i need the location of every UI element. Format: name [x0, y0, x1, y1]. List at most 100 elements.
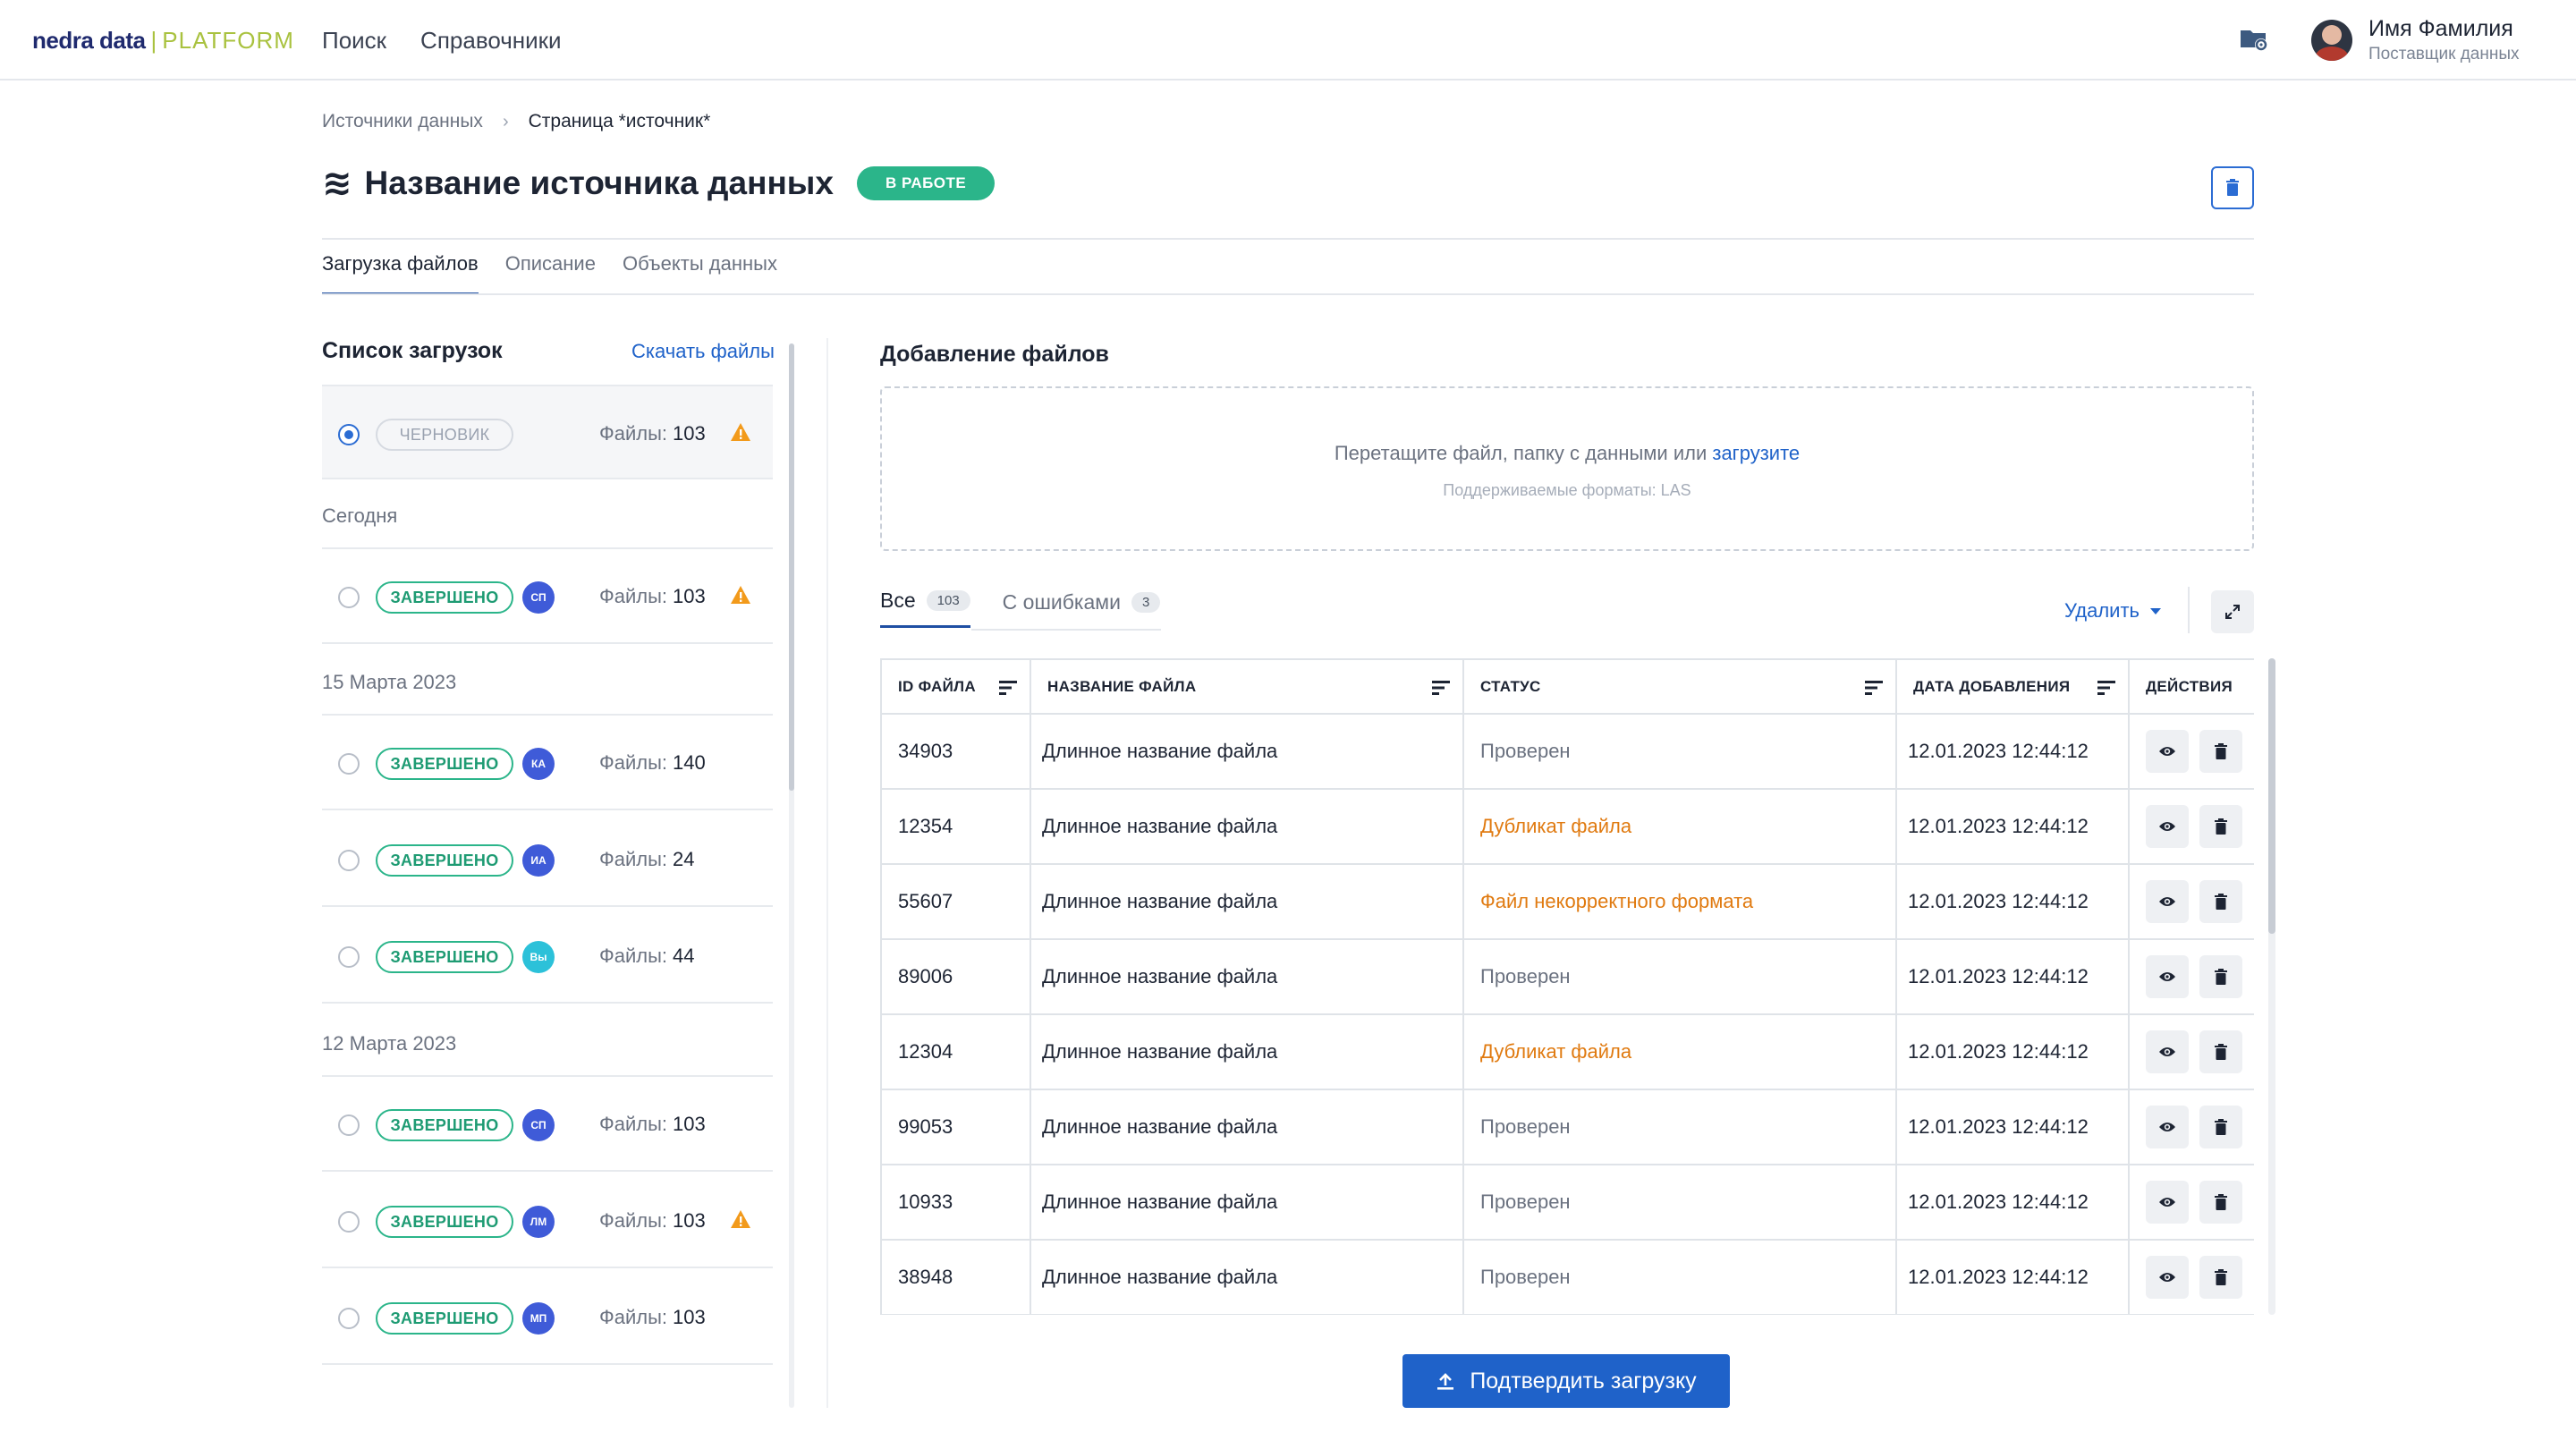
upload-radio[interactable]	[338, 946, 360, 968]
eye-icon	[2159, 897, 2175, 906]
filter-tab-errors[interactable]: С ошибками 3	[1003, 589, 1161, 628]
nav-search[interactable]: Поиск	[322, 27, 387, 54]
upload-radio[interactable]	[338, 1114, 360, 1136]
filter-tab-count: 3	[1131, 591, 1161, 613]
file-actions-cell	[2129, 1014, 2254, 1090]
uploader-avatar: Вы	[522, 941, 555, 973]
files-label: Файлы:	[599, 1306, 668, 1328]
sort-icon[interactable]	[1432, 680, 1450, 696]
upload-row[interactable]: ЗАВЕРШЕНО СП Файлы: 103	[322, 549, 773, 644]
upload-row[interactable]: ЗАВЕРШЕНО ЛМ Файлы: 103	[322, 1174, 773, 1268]
file-dropzone[interactable]: Перетащите файл, папку с данными или заг…	[880, 386, 2254, 551]
table-row[interactable]: 12354 Длинное название файла Дубликат файл…	[882, 789, 2254, 865]
view-file-button[interactable]	[2146, 730, 2189, 773]
upload-row[interactable]: ЗАВЕРШЕНО СП Файлы: 103	[322, 1077, 773, 1172]
download-files-link[interactable]: Скачать файлы	[631, 340, 775, 362]
column-header-id[interactable]: ID ФАЙЛА	[882, 660, 1031, 715]
upload-row[interactable]: ЗАВЕРШЕНО МП Файлы: 103	[322, 1270, 773, 1365]
upload-status-badge: ЗАВЕРШЕНО	[376, 941, 513, 973]
expand-icon	[2225, 605, 2240, 619]
view-file-button[interactable]	[2146, 1256, 2189, 1299]
upload-link[interactable]: загрузите	[1712, 442, 1801, 464]
tab-file-upload[interactable]: Загрузка файлов	[322, 252, 479, 295]
upload-status-badge: ЗАВЕРШЕНО	[376, 844, 513, 877]
upload-radio[interactable]	[338, 587, 360, 608]
delete-file-button[interactable]	[2199, 955, 2242, 998]
column-header-date[interactable]: ДАТА ДОБАВЛЕНИЯ	[1896, 660, 2130, 715]
view-file-button[interactable]	[2146, 1181, 2189, 1224]
trash-icon	[2215, 1044, 2227, 1060]
view-file-button[interactable]	[2146, 805, 2189, 848]
upload-radio[interactable]	[338, 424, 360, 445]
eye-icon	[2159, 1273, 2175, 1282]
logo[interactable]: nedra data | PLATFORM	[32, 27, 294, 55]
uploads-scrollbar-thumb[interactable]	[789, 343, 794, 791]
filter-tab-all[interactable]: Все 103	[880, 589, 970, 628]
uploads-scrollbar[interactable]	[789, 343, 794, 1408]
tab-data-objects[interactable]: Объекты данных	[622, 252, 777, 275]
file-date-cell: 12.01.2023 12:44:12	[1896, 1240, 2130, 1315]
view-file-button[interactable]	[2146, 880, 2189, 923]
upload-icon	[1437, 1373, 1454, 1390]
table-header-row: ID ФАЙЛА НАЗВАНИЕ ФАЙЛА СТАТУС ДАТА ДОБА…	[882, 660, 2254, 715]
supported-formats: Поддерживаемые форматы: LAS	[1443, 481, 1691, 499]
files-label: Файлы:	[599, 751, 668, 774]
table-scrollbar[interactable]	[2268, 658, 2275, 1315]
divider	[322, 238, 2254, 240]
table-row[interactable]: 10933 Длинное название файла Проверен 12.01…	[882, 1165, 2254, 1241]
table-scrollbar-thumb[interactable]	[2268, 658, 2275, 934]
file-date-cell: 12.01.2023 12:44:12	[1896, 864, 2130, 940]
file-id-cell: 12304	[882, 1014, 1031, 1090]
user-name[interactable]: Имя Фамилия	[2368, 16, 2513, 41]
files-count: Файлы: 140	[599, 751, 706, 775]
delete-file-button[interactable]	[2199, 1256, 2242, 1299]
table-row[interactable]: 89006 Длинное название файла Проверен 12.01…	[882, 939, 2254, 1015]
expand-button[interactable]	[2211, 590, 2254, 633]
upload-radio[interactable]	[338, 753, 360, 775]
upload-row-draft[interactable]: ЧЕРНОВИК Файлы: 103	[322, 385, 773, 479]
logo-separator: |	[150, 27, 157, 54]
user-avatar[interactable]	[2311, 20, 2352, 61]
table-row[interactable]: 99053 Длинное название файла Проверен 12.01…	[882, 1089, 2254, 1165]
breadcrumb-parent[interactable]: Источники данных	[322, 111, 483, 131]
files-count: Файлы: 103	[599, 1113, 706, 1136]
view-file-button[interactable]	[2146, 1106, 2189, 1148]
sort-icon[interactable]	[999, 680, 1017, 696]
table-row[interactable]: 55607 Длинное название файла Файл некоррек…	[882, 864, 2254, 940]
upload-row[interactable]: ЗАВЕРШЕНО Вы Файлы: 44	[322, 909, 773, 1004]
files-label: Файлы:	[599, 848, 668, 870]
table-row[interactable]: 38948 Длинное название файла Проверен 12.01…	[882, 1240, 2254, 1315]
column-header-status[interactable]: СТАТУС	[1463, 660, 1897, 715]
delete-file-button[interactable]	[2199, 1181, 2242, 1224]
delete-file-button[interactable]	[2199, 805, 2242, 848]
upload-radio[interactable]	[338, 1308, 360, 1329]
tab-description[interactable]: Описание	[504, 252, 596, 275]
file-status-cell: Файл некорректного формата	[1463, 864, 1897, 940]
confirm-upload-button[interactable]: Подтвердить загрузку	[1402, 1354, 1730, 1408]
table-row[interactable]: 12304 Длинное название файла Дубликат файл…	[882, 1014, 2254, 1090]
files-table: ID ФАЙЛА НАЗВАНИЕ ФАЙЛА СТАТУС ДАТА ДОБА…	[880, 658, 2254, 1315]
column-header-name[interactable]: НАЗВАНИЕ ФАЙЛА	[1030, 660, 1464, 715]
delete-dropdown[interactable]: Удалить	[2064, 599, 2161, 623]
table-row[interactable]: 34903 Длинное название файла Проверен 12.01…	[882, 714, 2254, 790]
sort-icon[interactable]	[2097, 680, 2115, 696]
upload-radio[interactable]	[338, 850, 360, 871]
delete-file-button[interactable]	[2199, 880, 2242, 923]
delete-file-button[interactable]	[2199, 730, 2242, 773]
file-name-cell: Длинное название файла	[1030, 1240, 1464, 1315]
upload-row[interactable]: ЗАВЕРШЕНО КА Файлы: 140	[322, 716, 773, 810]
view-file-button[interactable]	[2146, 955, 2189, 998]
file-date-cell: 12.01.2023 12:44:12	[1896, 939, 2130, 1015]
folder-settings-icon[interactable]	[2238, 23, 2270, 55]
nav-directories[interactable]: Справочники	[420, 27, 562, 54]
files-count-value: 103	[673, 1113, 706, 1135]
view-file-button[interactable]	[2146, 1030, 2189, 1073]
delete-file-button[interactable]	[2199, 1030, 2242, 1073]
upload-radio[interactable]	[338, 1211, 360, 1233]
delete-file-button[interactable]	[2199, 1106, 2242, 1148]
filter-tabs: Все 103 С ошибками 3	[880, 589, 1161, 628]
delete-source-button[interactable]	[2211, 166, 2254, 209]
upload-row[interactable]: ЗАВЕРШЕНО ИА Файлы: 24	[322, 812, 773, 907]
sort-icon[interactable]	[1865, 680, 1883, 696]
warning-icon	[731, 586, 750, 604]
